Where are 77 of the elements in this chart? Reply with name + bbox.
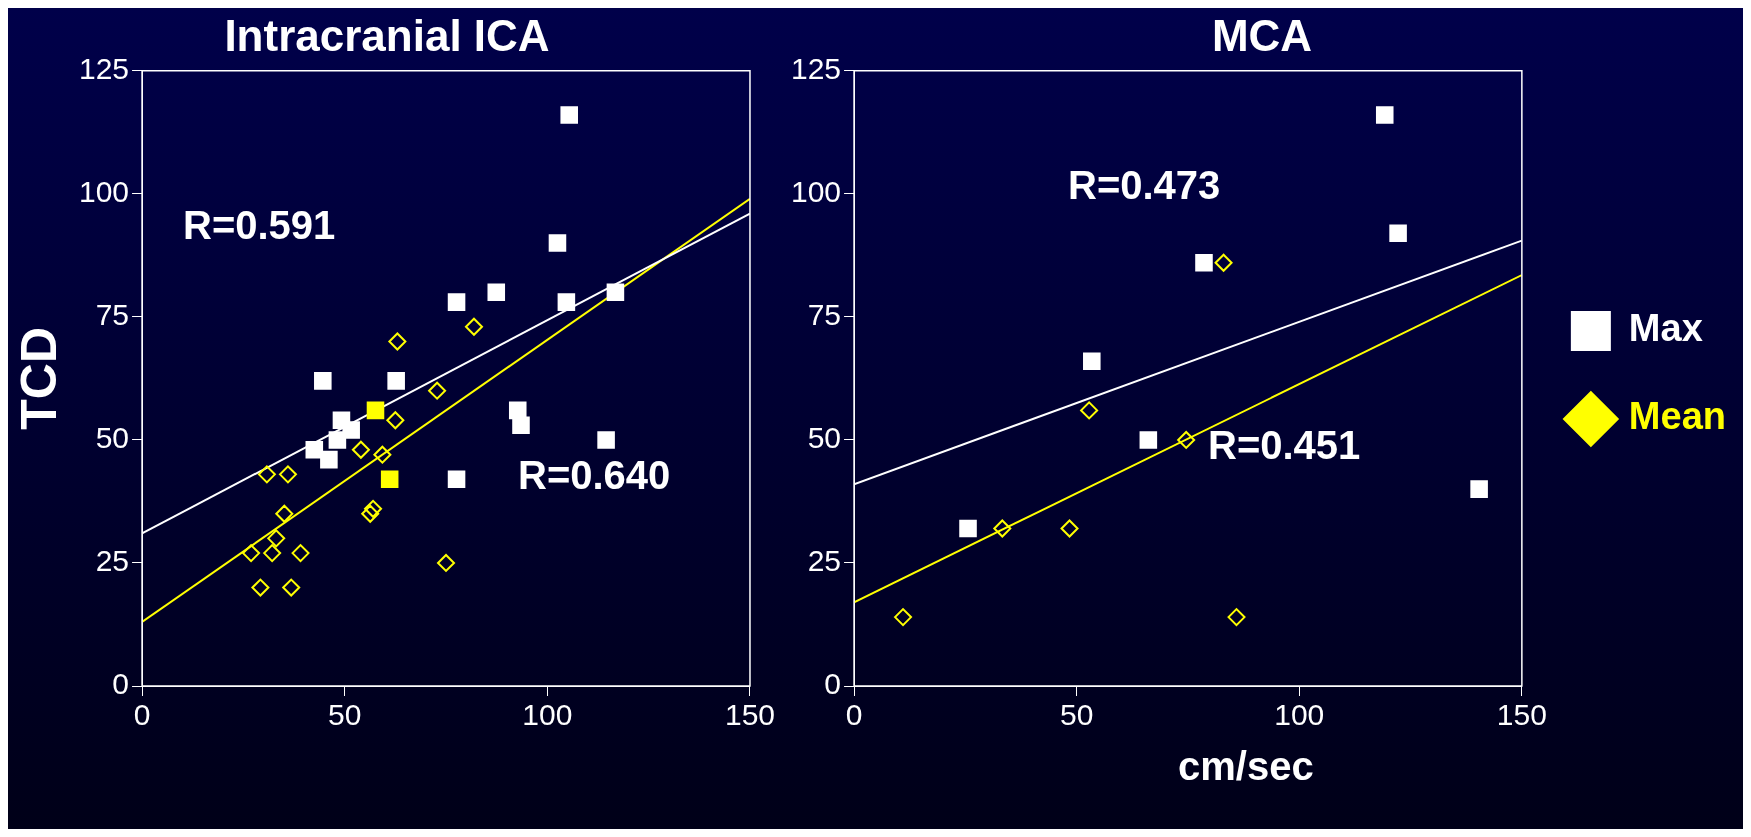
point bbox=[267, 529, 286, 548]
point bbox=[437, 553, 456, 572]
y-tick-label: 75 bbox=[807, 298, 842, 332]
x-tick-label: 50 bbox=[1059, 698, 1094, 732]
y-tick-label: 100 bbox=[790, 175, 842, 209]
point bbox=[1139, 431, 1158, 449]
point bbox=[1389, 224, 1407, 242]
point bbox=[1375, 106, 1394, 124]
y-tick-label: 25 bbox=[95, 544, 130, 578]
point bbox=[1083, 352, 1101, 370]
point bbox=[447, 470, 466, 489]
point bbox=[263, 544, 282, 563]
point bbox=[364, 499, 383, 518]
point bbox=[1214, 253, 1233, 272]
point bbox=[1227, 608, 1246, 627]
legend-label: Mean bbox=[1628, 395, 1727, 438]
point bbox=[959, 519, 977, 538]
point bbox=[548, 234, 567, 252]
point bbox=[1470, 480, 1488, 498]
point bbox=[320, 450, 338, 469]
point bbox=[512, 416, 530, 434]
x-tick-label: 100 bbox=[1274, 698, 1325, 732]
point bbox=[1080, 401, 1099, 420]
text: cm/sec bbox=[1178, 744, 1314, 789]
y-tick-label: 25 bbox=[807, 544, 842, 578]
point bbox=[314, 372, 332, 390]
annotation: R=0.640 bbox=[518, 453, 671, 498]
y-tick-label: 0 bbox=[112, 667, 130, 701]
annotation: R=0.591 bbox=[183, 203, 336, 248]
point bbox=[597, 431, 615, 449]
annotation: R=0.451 bbox=[1208, 423, 1361, 468]
y-tick-label: 125 bbox=[790, 52, 842, 86]
point bbox=[557, 293, 576, 311]
y-tick-label: 0 bbox=[824, 667, 842, 701]
point bbox=[278, 465, 297, 484]
y-tick-label: 50 bbox=[95, 421, 130, 455]
annotation: R=0.473 bbox=[1068, 163, 1221, 208]
point bbox=[361, 504, 380, 523]
point bbox=[275, 504, 294, 523]
point bbox=[351, 440, 370, 459]
point bbox=[291, 544, 310, 563]
point bbox=[373, 445, 392, 464]
x-tick-label: 0 bbox=[845, 698, 863, 732]
point bbox=[464, 317, 483, 336]
point bbox=[428, 381, 447, 400]
y-tick-label: 50 bbox=[807, 421, 842, 455]
point bbox=[305, 440, 324, 459]
x-tick-label: 100 bbox=[522, 698, 573, 732]
point bbox=[242, 544, 261, 563]
point bbox=[342, 421, 360, 439]
point bbox=[388, 332, 407, 351]
point bbox=[487, 283, 506, 302]
y-tick-label: 100 bbox=[78, 175, 130, 209]
point bbox=[1060, 519, 1079, 538]
x-tick-label: 50 bbox=[328, 698, 362, 732]
point bbox=[447, 293, 466, 311]
point bbox=[387, 372, 405, 390]
point bbox=[386, 411, 405, 430]
x-tick-label: 150 bbox=[1496, 698, 1547, 732]
y-tick-label: 125 bbox=[78, 52, 130, 86]
point bbox=[993, 519, 1012, 538]
point bbox=[606, 283, 625, 302]
point bbox=[894, 608, 913, 627]
y-tick-label: 75 bbox=[95, 298, 130, 332]
chart-title: MCA bbox=[1211, 10, 1313, 60]
point bbox=[257, 465, 276, 484]
legend-label: Max bbox=[1628, 307, 1703, 350]
point bbox=[251, 578, 270, 597]
point bbox=[282, 578, 301, 597]
chart-title: Intracranial ICA bbox=[224, 10, 550, 60]
x-tick-label: 150 bbox=[724, 698, 775, 732]
x-tick-label: 0 bbox=[133, 698, 151, 732]
y-axis-title: TCD bbox=[10, 327, 67, 430]
point bbox=[560, 106, 578, 124]
point bbox=[1195, 253, 1213, 272]
point bbox=[1177, 430, 1196, 449]
point bbox=[328, 431, 347, 449]
